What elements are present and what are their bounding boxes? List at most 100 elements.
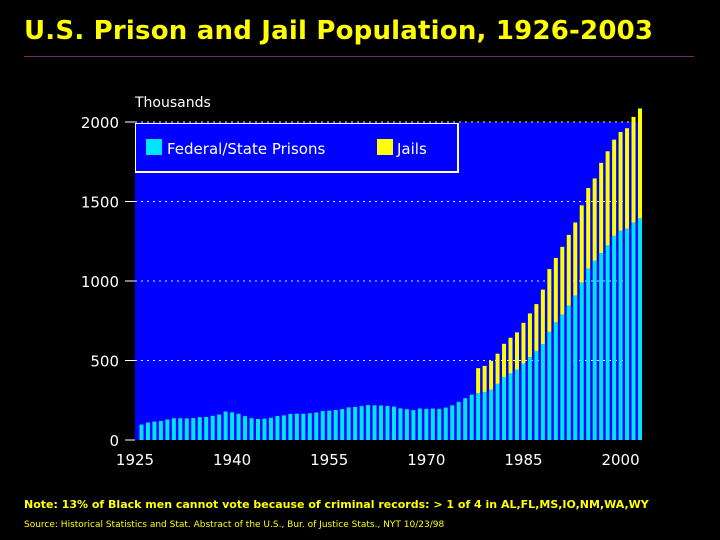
bar-prisons-1986 bbox=[527, 357, 532, 440]
bar-prisons-1976 bbox=[463, 398, 468, 440]
bar-prisons-1996 bbox=[592, 260, 597, 440]
bar-jails-1983 bbox=[508, 337, 513, 374]
bar-jails-1985 bbox=[521, 322, 526, 364]
bar-prisons-1951 bbox=[301, 413, 306, 440]
bar-prisons-1944 bbox=[256, 419, 261, 440]
bar-prisons-1985 bbox=[521, 363, 526, 440]
title-divider bbox=[24, 56, 694, 57]
bar-jails-1994 bbox=[579, 205, 584, 283]
bar-jails-1990 bbox=[553, 257, 558, 323]
bar-prisons-1927 bbox=[145, 422, 150, 440]
bar-jails-1991 bbox=[560, 246, 565, 315]
bar-prisons-1967 bbox=[404, 409, 409, 440]
source-citation: Source: Historical Statistics and Stat. … bbox=[24, 520, 445, 530]
y-tick-label-1500: 1500 bbox=[81, 194, 119, 212]
bar-jails-1993 bbox=[573, 222, 578, 296]
bar-prisons-1939 bbox=[223, 411, 228, 440]
bar-prisons-1984 bbox=[514, 369, 519, 440]
bar-jails-1987 bbox=[534, 304, 539, 351]
bar-prisons-1929 bbox=[158, 420, 163, 440]
legend-swatch-jails bbox=[377, 139, 393, 155]
bar-prisons-1934 bbox=[191, 418, 196, 440]
bar-prisons-1949 bbox=[288, 413, 293, 440]
y-axis-label: Thousands bbox=[134, 95, 211, 111]
bar-prisons-1928 bbox=[152, 421, 157, 440]
bar-prisons-1965 bbox=[391, 406, 396, 440]
bar-jails-2002 bbox=[631, 116, 636, 223]
bar-prisons-1955 bbox=[327, 410, 332, 440]
bar-prisons-2003 bbox=[637, 218, 642, 440]
bar-jails-1979 bbox=[482, 365, 487, 393]
bar-prisons-1952 bbox=[307, 413, 312, 440]
bar-prisons-1953 bbox=[314, 412, 319, 440]
bar-prisons-1930 bbox=[165, 419, 170, 440]
bar-prisons-1987 bbox=[534, 350, 539, 440]
bar-prisons-1993 bbox=[573, 295, 578, 440]
gridlines bbox=[135, 121, 640, 361]
bar-jails-2003 bbox=[637, 108, 642, 219]
legend-panel bbox=[136, 124, 457, 171]
bar-prisons-1970 bbox=[424, 408, 429, 440]
bar-prisons-1935 bbox=[197, 417, 202, 440]
bar-prisons-2000 bbox=[618, 230, 623, 440]
y-tick-label-2000: 2000 bbox=[81, 114, 119, 132]
bar-prisons-2002 bbox=[631, 222, 636, 440]
bar-prisons-1964 bbox=[385, 405, 390, 440]
bar-jails-1978 bbox=[476, 368, 481, 394]
bar-prisons-1947 bbox=[275, 415, 280, 440]
bar-prisons-1983 bbox=[508, 373, 513, 440]
bar-prisons-1972 bbox=[437, 408, 442, 440]
bar-jails-1986 bbox=[527, 313, 532, 358]
bar-prisons-1980 bbox=[489, 389, 494, 440]
bar-prisons-1960 bbox=[359, 406, 364, 440]
bar-jails-1989 bbox=[547, 269, 552, 332]
bar-jails-1998 bbox=[605, 151, 610, 246]
bar-prisons-1931 bbox=[171, 418, 176, 440]
bar-jails-2001 bbox=[625, 128, 630, 229]
bar-jails-2000 bbox=[618, 132, 623, 231]
y-tick-label-500: 500 bbox=[90, 353, 119, 371]
bar-prisons-1990 bbox=[553, 322, 558, 440]
bar-prisons-1948 bbox=[281, 415, 286, 440]
bar-jails-1992 bbox=[566, 234, 571, 306]
bar-jails-1995 bbox=[586, 187, 591, 269]
bar-prisons-2001 bbox=[625, 228, 630, 440]
bar-prisons-1954 bbox=[320, 411, 325, 440]
bar-prisons-1959 bbox=[353, 406, 358, 440]
bar-prisons-1936 bbox=[204, 416, 209, 440]
legend-label-prisons: Federal/State Prisons bbox=[167, 140, 325, 158]
bar-prisons-1943 bbox=[249, 418, 254, 440]
bar-jails-1981 bbox=[495, 353, 500, 384]
bar-prisons-1962 bbox=[372, 405, 377, 440]
bar-jails-1996 bbox=[592, 178, 597, 261]
bar-prisons-1932 bbox=[178, 418, 183, 440]
bar-prisons-1975 bbox=[456, 401, 461, 440]
bar-prisons-1945 bbox=[262, 418, 267, 440]
bar-prisons-1992 bbox=[566, 305, 571, 440]
footnote: Note: 13% of Black men cannot vote becau… bbox=[24, 498, 649, 511]
bar-prisons-1938 bbox=[217, 414, 222, 440]
bar-jails-1999 bbox=[612, 139, 617, 236]
bar-jails-1982 bbox=[502, 343, 507, 378]
bar-prisons-1978 bbox=[476, 393, 481, 440]
x-tick-label-2000: 2000 bbox=[601, 451, 639, 469]
y-tick-label-1000: 1000 bbox=[81, 273, 119, 291]
bar-prisons-1974 bbox=[450, 405, 455, 440]
bar-prisons-1941 bbox=[236, 413, 241, 440]
x-tick-label-1925: 1925 bbox=[116, 451, 154, 469]
x-tick-label-1970: 1970 bbox=[407, 451, 445, 469]
bar-prisons-1937 bbox=[210, 415, 215, 440]
bar-prisons-1989 bbox=[547, 331, 552, 440]
bar-prisons-1961 bbox=[366, 405, 371, 440]
bar-prisons-1933 bbox=[184, 418, 189, 440]
bar-jails-1988 bbox=[540, 289, 545, 345]
bar-prisons-1997 bbox=[599, 253, 604, 440]
bar-prisons-1999 bbox=[612, 235, 617, 440]
page-title: U.S. Prison and Jail Population, 1926-20… bbox=[24, 16, 654, 46]
x-tick-label-1955: 1955 bbox=[310, 451, 348, 469]
bar-prisons-1946 bbox=[268, 417, 273, 440]
bar-prisons-1981 bbox=[495, 383, 500, 440]
y-tick-label-0: 0 bbox=[109, 432, 119, 450]
bar-prisons-1973 bbox=[443, 407, 448, 440]
